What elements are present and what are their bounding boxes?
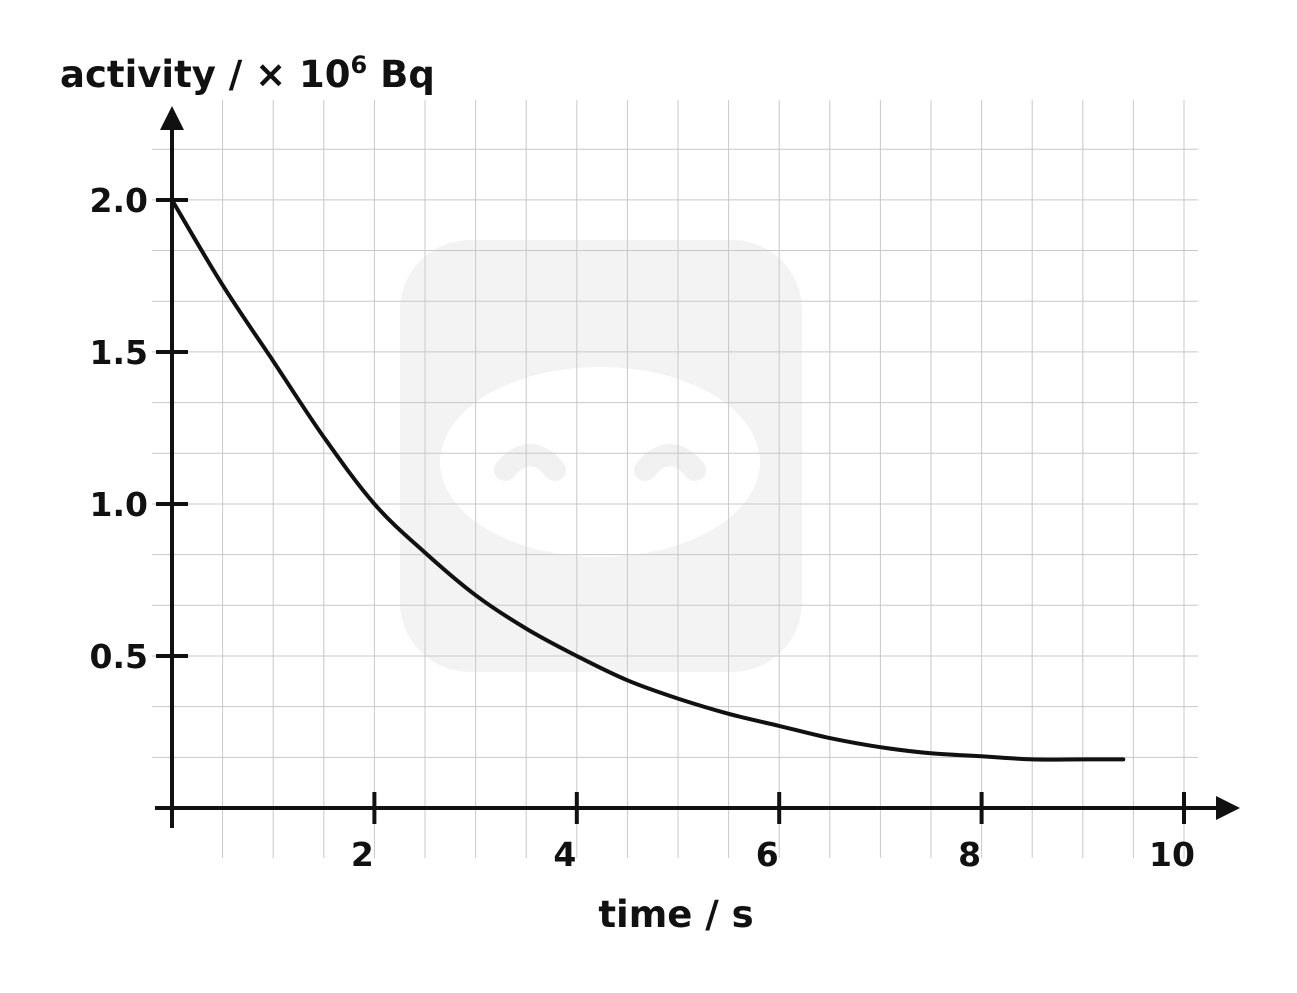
x-tick-label: 10: [1149, 835, 1195, 874]
y-axis-title: activity / × 106 Bq: [60, 51, 435, 96]
y-tick-label: 0.5: [90, 637, 148, 676]
y-tick-label: 1.5: [90, 333, 148, 372]
y-axis-arrow: [160, 106, 184, 130]
data-series: [170, 198, 1126, 762]
x-tick-label: 4: [553, 835, 576, 874]
x-axis-title: time / s: [598, 893, 753, 936]
x-tick-label: 6: [756, 835, 779, 874]
axes: [155, 106, 1240, 828]
x-axis-arrow: [1216, 796, 1240, 820]
x-tick-label: 2: [351, 835, 374, 874]
watermark-logo: [400, 240, 802, 672]
y-tick-label: 2.0: [90, 181, 148, 220]
x-tick-label: 8: [958, 835, 981, 874]
axis-ticks: 2 4 6 8 10 0.5 1.0 1.5 2.0: [90, 181, 1195, 874]
y-tick-label: 1.0: [90, 485, 148, 524]
grid-lines: [152, 100, 1198, 858]
series-line: [170, 198, 1126, 762]
